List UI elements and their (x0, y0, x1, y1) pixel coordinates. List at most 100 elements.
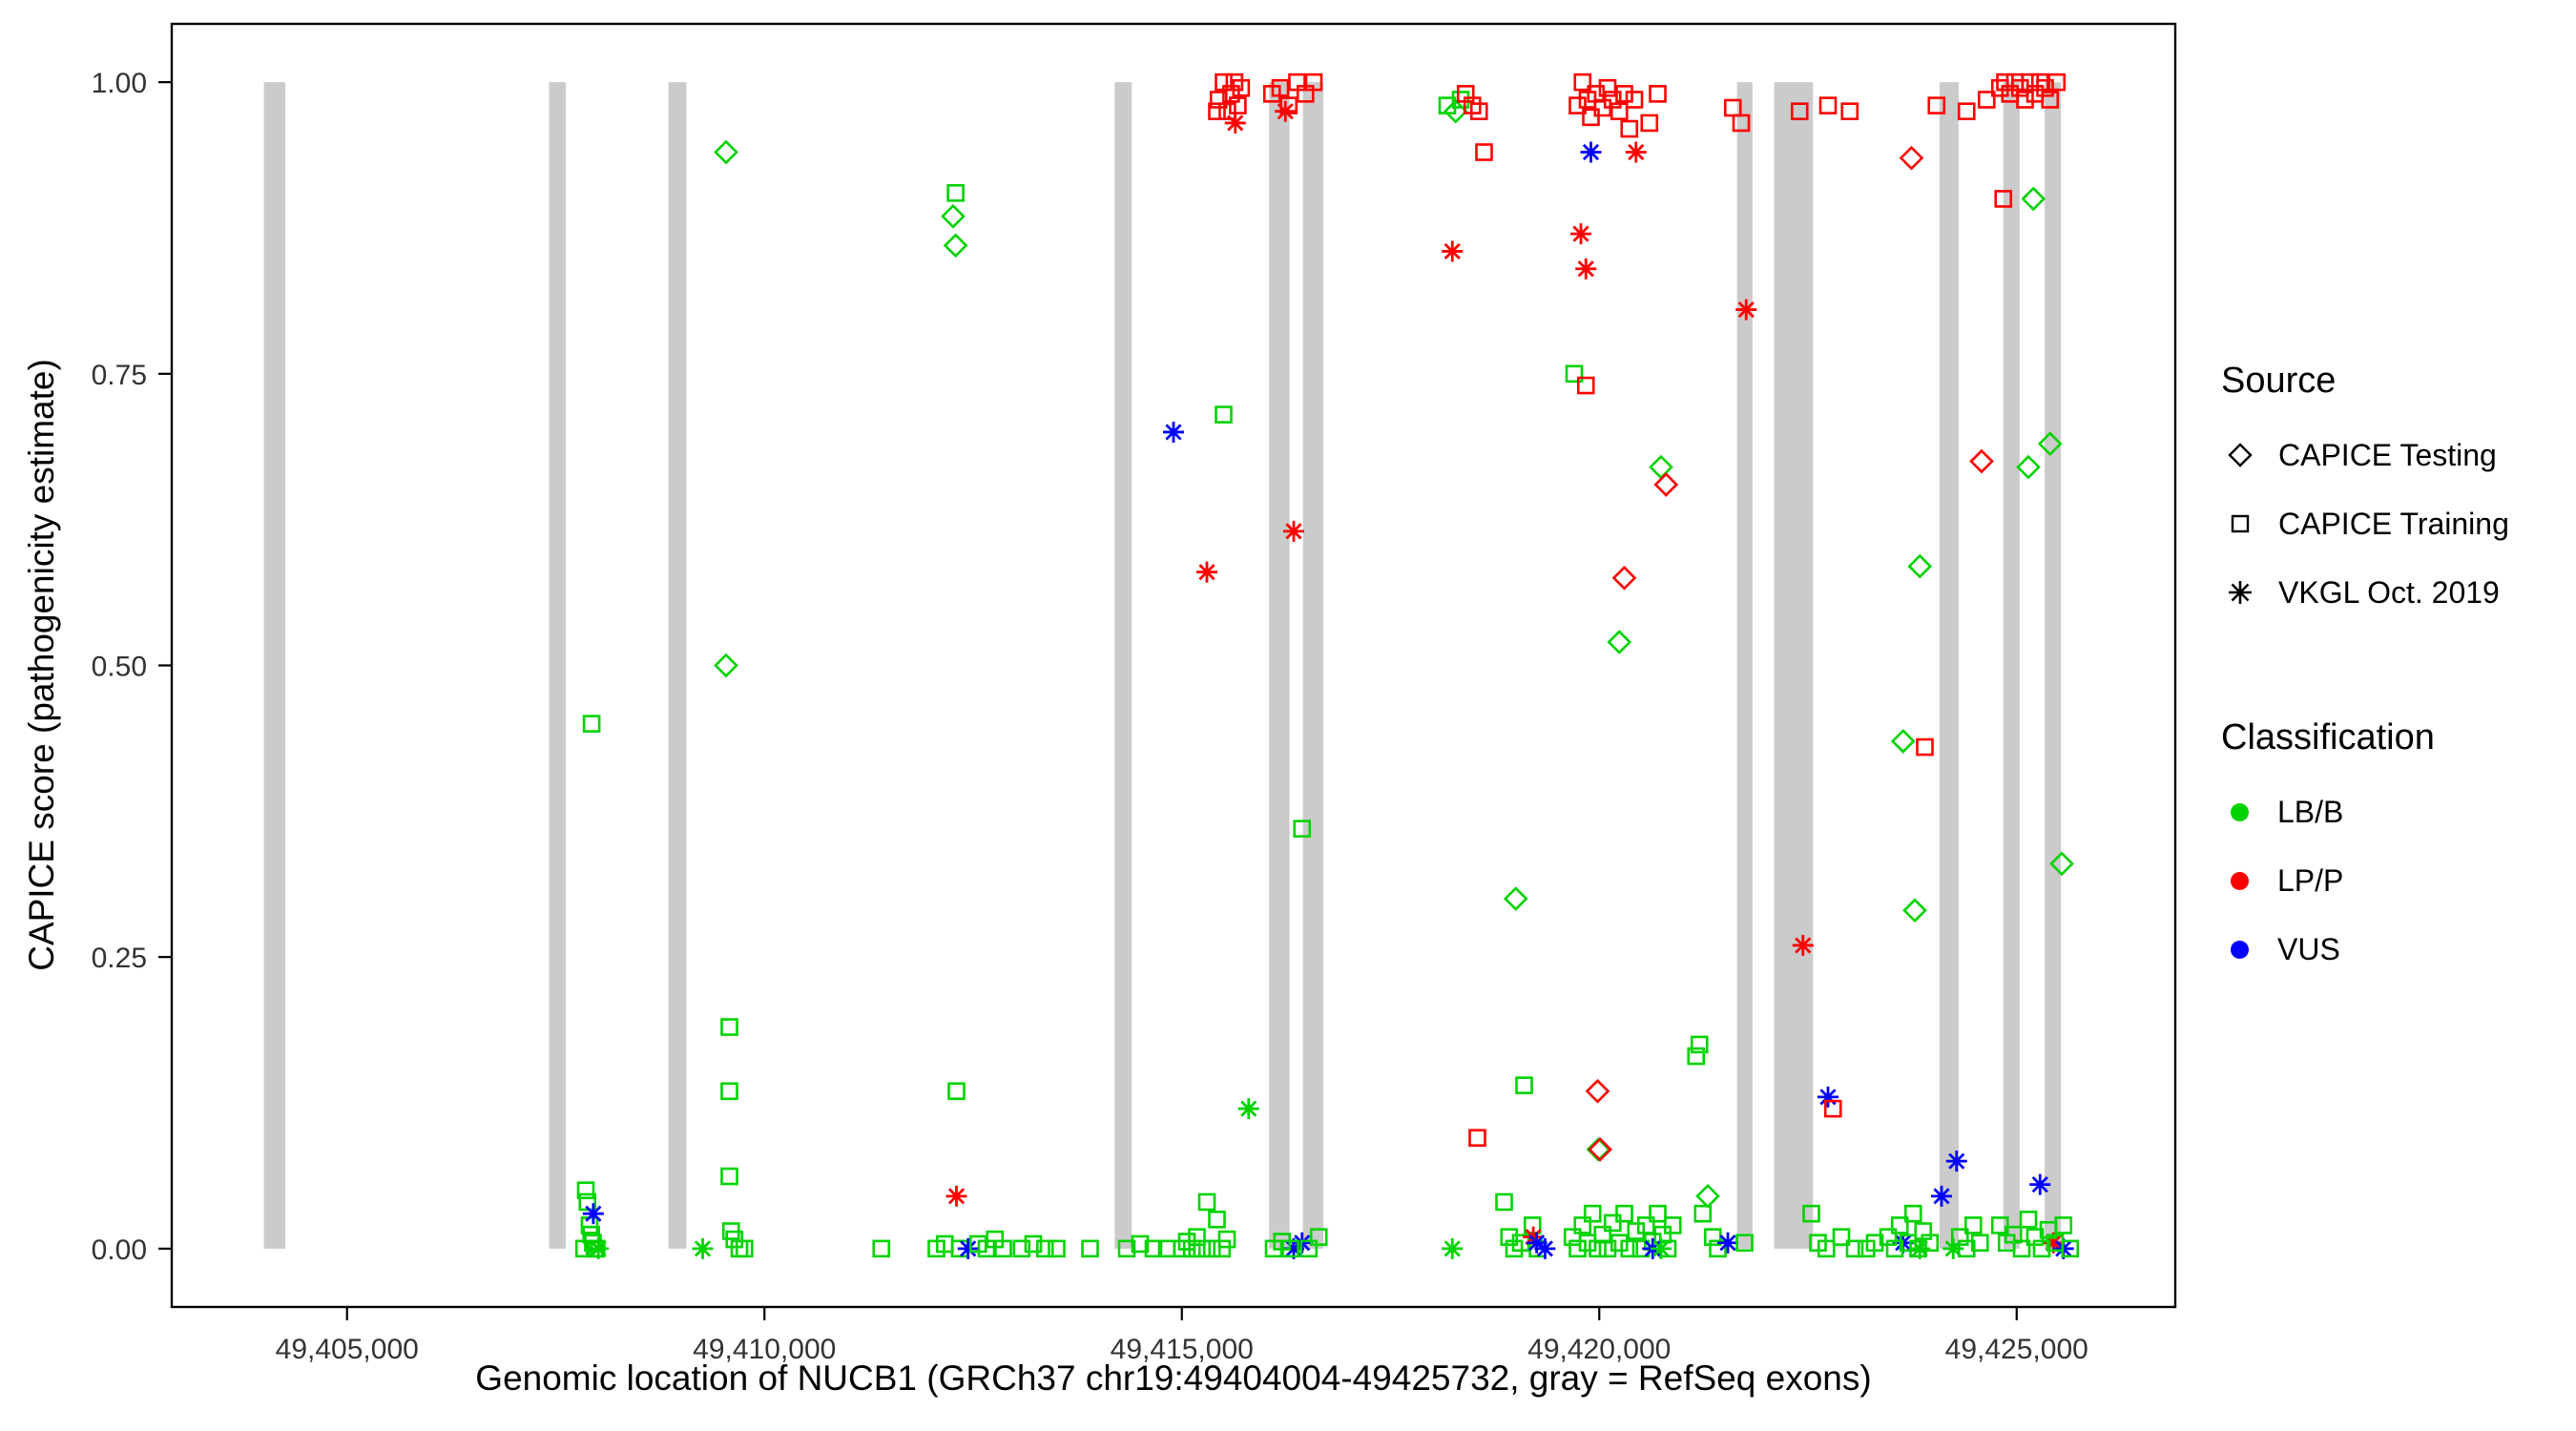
point-square (2016, 91, 2034, 109)
point-asterisk (1224, 112, 1246, 134)
point-square (1495, 1192, 1513, 1212)
point-square (1970, 1234, 1989, 1253)
point-square (1081, 1239, 1099, 1258)
point-diamond (1585, 1078, 1610, 1104)
legend-item-label: CAPICE Testing (2278, 437, 2497, 472)
point-square (582, 715, 601, 733)
exon-bar (1939, 82, 1959, 1249)
point-asterisk (588, 1237, 610, 1259)
point-square (1208, 102, 1226, 121)
point-square (1832, 1228, 1851, 1246)
point-asterisk (1792, 934, 1814, 956)
legend-item-capice-training: CAPICE Training (2221, 489, 2509, 558)
point-square (576, 1181, 595, 1200)
panel-border (170, 22, 2177, 1309)
x-axis-title: Genomic location of NUCB1 (GRCh37 chr19:… (475, 1358, 1872, 1398)
point-square (1802, 1204, 1820, 1223)
point-asterisk (1237, 1098, 1259, 1120)
square-icon (2231, 514, 2250, 533)
point-square (1732, 114, 1751, 133)
point-square (1990, 1216, 2009, 1234)
point-asterisk (2029, 1173, 2051, 1195)
point-asterisk (957, 1237, 979, 1259)
point-square (1299, 1239, 1319, 1258)
asterisk-icon (2229, 581, 2252, 604)
legend-classification-title: Classification (2221, 717, 2435, 757)
point-square (1963, 1216, 1983, 1234)
point-square (725, 1230, 744, 1249)
point-square (1735, 1234, 1754, 1253)
point-diamond (1503, 886, 1528, 911)
point-square (1563, 1228, 1582, 1246)
exon-bar (1114, 82, 1132, 1249)
point-square (1916, 737, 1934, 757)
point-square (2025, 85, 2045, 103)
point-asterisk (1442, 1237, 1464, 1259)
exon-bar (1774, 82, 1814, 1249)
point-diamond (1902, 898, 1927, 923)
point-square (1451, 91, 1470, 109)
point-square (1573, 1216, 1592, 1234)
point-square (1890, 1216, 1909, 1234)
y-tick-label: 0.00 (92, 1234, 147, 1266)
point-square (1024, 1234, 1043, 1254)
y-tick-label: 0.75 (92, 360, 147, 391)
point-square (1131, 1234, 1150, 1254)
point-diamond (1899, 145, 1924, 171)
point-diamond (1969, 448, 1994, 474)
point-square (720, 1082, 738, 1101)
point-diamond (2021, 186, 2046, 212)
legend-item-label: CAPICE Training (2278, 506, 2509, 541)
exon-bar (1269, 82, 1290, 1249)
point-square (1582, 108, 1600, 127)
point-asterisk (1625, 141, 1647, 163)
point-diamond (941, 203, 966, 229)
point-square (1229, 96, 1247, 114)
point-square (1309, 1228, 1328, 1246)
point-square (1927, 96, 1946, 114)
point-diamond (1611, 565, 1637, 591)
point-square (1840, 102, 1859, 121)
point-square (1620, 119, 1639, 138)
point-diamond (943, 233, 968, 259)
point-square (1640, 114, 1659, 133)
point-square (1994, 190, 2013, 208)
exon-bar (1736, 82, 1753, 1249)
x-tick-label: 49,410,000 (693, 1334, 836, 1365)
point-square (1144, 1239, 1163, 1258)
point-diamond (1695, 1184, 1720, 1209)
point-square (1304, 73, 1323, 92)
point-square (1845, 1239, 1864, 1258)
x-tick-label: 49,425,000 (1945, 1334, 2088, 1365)
legend-item-capice-testing: CAPICE Testing (2221, 421, 2509, 489)
point-square (1957, 1239, 1976, 1258)
point-square (1589, 1239, 1607, 1258)
x-tick-label: 49,405,000 (276, 1334, 419, 1365)
exon-bar (668, 82, 687, 1249)
point-square (1035, 1239, 1054, 1258)
point-asterisk (1651, 1237, 1672, 1259)
point-diamond (714, 653, 738, 678)
point-asterisk (582, 1203, 604, 1225)
x-tick-label: 49,420,000 (1527, 1334, 1671, 1365)
point-square (1885, 1239, 1904, 1258)
point-square (1977, 91, 1996, 109)
legend-item-vkgl: VKGL Oct. 2019 (2221, 558, 2509, 627)
point-square (1663, 1216, 1682, 1234)
point-asterisk (1196, 561, 1217, 583)
point-square (1690, 1035, 1709, 1054)
point-square (1903, 1204, 1922, 1223)
point-square (1593, 1225, 1612, 1244)
point-square (1565, 364, 1584, 384)
exon-bar (1302, 82, 1324, 1249)
point-square (1515, 1076, 1533, 1094)
point-diamond (1653, 472, 1679, 497)
point-asterisk (1163, 421, 1184, 443)
point-asterisk (1534, 1237, 1556, 1259)
point-asterisk (1283, 520, 1304, 542)
point-square (1215, 405, 1233, 424)
legend: Source CAPICE Testing CAPICE Training (2221, 361, 2509, 1074)
point-diamond (1890, 729, 1916, 754)
point-square (1865, 1234, 1884, 1253)
